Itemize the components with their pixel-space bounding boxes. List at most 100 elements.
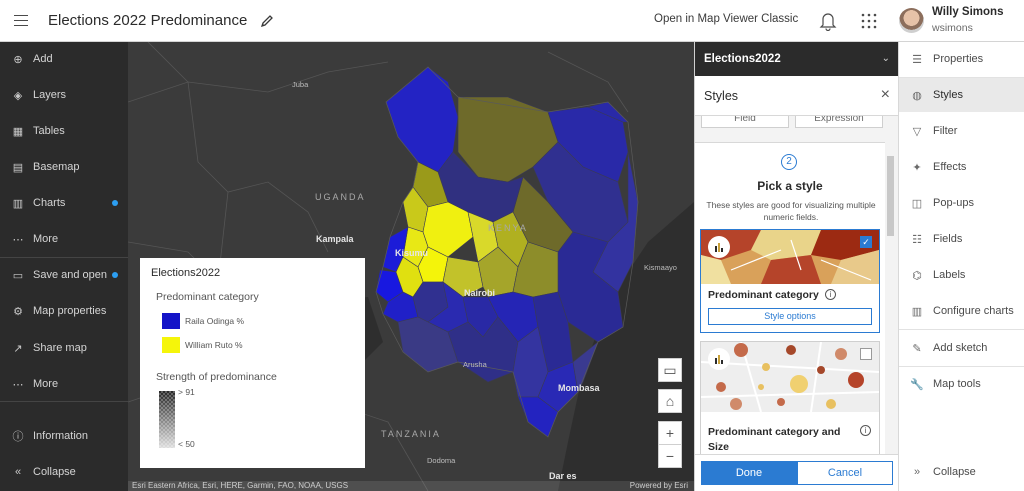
layer-selector[interactable]: Elections2022 ⌄ <box>695 42 899 76</box>
filter-icon: ▽ <box>912 125 922 138</box>
card-title: Predominant category <box>708 289 819 301</box>
sidebar-item-map-tools[interactable]: 🔧 Map tools <box>899 367 1024 401</box>
left-sidebar: ⊕ Add ◈ Layers ▦ Tables ▤ Basemap ▥ Charts ⋯ M… <box>0 42 128 491</box>
sidebar-item-labels[interactable]: ⌬ Labels <box>899 258 1024 292</box>
sidebar-item-configure-charts[interactable]: ▥ Configure charts <box>899 294 1024 328</box>
bell-icon[interactable] <box>819 11 837 31</box>
app-launcher-icon[interactable] <box>860 12 878 30</box>
legend-label-raila: Raila Odinga % <box>185 316 245 326</box>
close-icon[interactable]: × <box>880 86 890 103</box>
sidebar-item-label: Styles <box>933 89 963 101</box>
sidebar-item-collapse[interactable]: « Collapse <box>0 455 128 489</box>
table-icon: ▦ <box>12 125 24 138</box>
open-classic-link[interactable]: Open in Map Viewer Classic <box>654 13 799 25</box>
panel-footer: Done Cancel <box>695 454 899 491</box>
avatar[interactable] <box>899 8 924 33</box>
map-view[interactable]: Juba UGANDA Kampala Kisumu KENYA Nairobi… <box>128 42 694 491</box>
home-icon: ⌂ <box>665 393 675 409</box>
sidebar-item-label: Information <box>33 430 89 442</box>
sidebar-item-tables[interactable]: ▦ Tables <box>0 114 128 148</box>
divider <box>899 366 1024 367</box>
ellipsis-icon: ⋯ <box>12 233 24 246</box>
style-options-button[interactable]: Style options <box>708 308 872 325</box>
layers-icon: ◈ <box>13 89 23 102</box>
pencil-icon[interactable] <box>259 13 275 29</box>
styles-icon: ◍ <box>912 89 922 102</box>
map-label-dar-es: Dar es <box>549 471 577 481</box>
app-header: Elections 2022 Predominance Open in Map … <box>0 0 1024 42</box>
sidebar-item-map-properties[interactable]: ⚙ Map properties <box>0 294 128 328</box>
info-icon[interactable]: i <box>825 289 836 300</box>
divider <box>899 77 1024 78</box>
map-label-kenya: KENYA <box>488 223 528 233</box>
zoom-out-button[interactable]: − <box>658 444 682 468</box>
chevron-down-icon: ⌄ <box>881 53 890 64</box>
sidebar-item-layers[interactable]: ◈ Layers <box>0 78 128 112</box>
sliders-icon: ☰ <box>912 53 922 66</box>
collapse-icon: » <box>913 466 921 478</box>
scrollbar[interactable] <box>887 156 894 236</box>
sidebar-item-label: More <box>33 378 59 390</box>
divider <box>0 401 128 402</box>
add-field-button[interactable]: Field <box>701 116 789 128</box>
sidebar-item-label: Add <box>33 53 53 65</box>
sidebar-item-label: Properties <box>933 53 984 65</box>
sidebar-item-more-2[interactable]: ⋯ More <box>0 367 128 401</box>
map-label-kisumu: Kisumu <box>395 248 429 258</box>
add-expression-button[interactable]: Expression <box>795 116 883 128</box>
legend-high-label: > 91 <box>178 387 195 397</box>
sidebar-item-charts[interactable]: ▥ Charts <box>0 186 128 220</box>
map-label-tanzania: TANZANIA <box>381 429 441 439</box>
legend-label-ruto: William Ruto % <box>185 340 243 350</box>
gear-icon: ⚙ <box>13 305 23 318</box>
sidebar-item-properties[interactable]: ☰ Properties <box>899 42 1024 76</box>
sidebar-item-label: Add sketch <box>933 342 988 354</box>
unselected-checkbox[interactable] <box>860 348 872 360</box>
right-sidebar: ☰ Properties ◍ Styles ▽ Filter ✦ Effects ◫ Po… <box>898 42 1024 491</box>
sidebar-item-basemap[interactable]: ▤ Basemap <box>0 150 128 184</box>
ellipsis-icon: ⋯ <box>12 378 24 391</box>
done-button[interactable]: Done <box>701 461 797 485</box>
bar-chart-icon: ▥ <box>12 197 24 210</box>
sketch-icon: ✎ <box>912 342 922 355</box>
styles-panel: Elections2022 ⌄ Styles × Field Expressio… <box>694 42 899 491</box>
user-name[interactable]: Willy Simons <box>932 6 1004 18</box>
styles-header: Styles × <box>695 76 899 116</box>
divider <box>899 329 1024 330</box>
sidebar-item-add[interactable]: ⊕ Add <box>0 42 128 76</box>
menu-icon[interactable] <box>0 0 42 42</box>
home-button[interactable]: ⌂ <box>658 389 682 413</box>
sidebar-item-popups[interactable]: ◫ Pop-ups <box>899 186 1024 220</box>
sidebar-item-share-map[interactable]: ↗ Share map <box>0 331 128 365</box>
sidebar-item-filter[interactable]: ▽ Filter <box>899 114 1024 148</box>
cancel-button[interactable]: Cancel <box>797 461 893 485</box>
selected-checkbox[interactable]: ✓ <box>860 236 872 248</box>
popup-icon: ◫ <box>911 197 923 210</box>
map-legend: Elections2022 Predominant category Raila… <box>140 258 365 468</box>
sidebar-item-label: Charts <box>33 197 66 209</box>
sidebar-item-styles[interactable]: ◍ Styles <box>899 78 1024 112</box>
zoom-in-button[interactable]: + <box>658 421 682 445</box>
style-card-predominant-category-size[interactable]: Predominant category and Size i <box>700 341 880 454</box>
attribution-text: Esri Eastern Africa, Esri, HERE, Garmin,… <box>132 481 349 490</box>
minus-icon: − <box>665 448 675 464</box>
configure-charts-icon: ▥ <box>911 305 923 318</box>
legend-swatch-ruto <box>162 337 180 353</box>
screen-button[interactable]: ▭ <box>658 358 682 382</box>
powered-by-link[interactable]: Powered by Esri <box>629 481 688 490</box>
sidebar-item-information[interactable]: ⓘ Information <box>0 419 128 453</box>
attribute-button-row: Field Expression <box>701 116 883 129</box>
sidebar-item-label: Filter <box>933 125 958 137</box>
sidebar-item-save-open[interactable]: ▭ Save and open <box>0 258 128 292</box>
card-title: Predominant category and Size <box>708 426 841 453</box>
sidebar-item-label: Effects <box>933 161 967 173</box>
style-card-predominant-category[interactable]: ✓ Predominant category i Style options <box>700 229 880 333</box>
sidebar-item-more[interactable]: ⋯ More <box>0 222 128 256</box>
sidebar-item-fields[interactable]: ☷ Fields <box>899 222 1024 256</box>
sidebar-item-collapse[interactable]: » Collapse <box>899 455 1024 489</box>
info-icon[interactable]: i <box>860 425 871 436</box>
user-id: wsimons <box>932 22 973 34</box>
styles-scroll-area[interactable]: Field Expression 2 Pick a style These st… <box>695 116 899 454</box>
sidebar-item-add-sketch[interactable]: ✎ Add sketch <box>899 331 1024 365</box>
sidebar-item-effects[interactable]: ✦ Effects <box>899 150 1024 184</box>
